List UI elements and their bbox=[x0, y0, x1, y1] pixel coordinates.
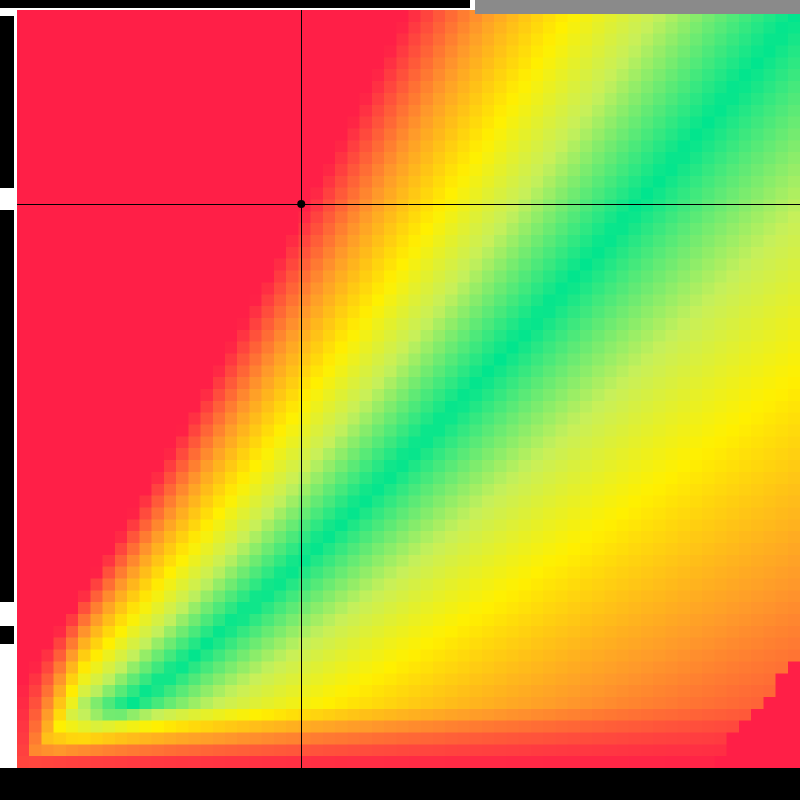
top-left-black-bar-1 bbox=[0, 0, 470, 8]
left-black-bar-upper bbox=[0, 16, 14, 188]
chart-stage bbox=[0, 0, 800, 800]
left-black-bar-mid bbox=[0, 210, 14, 602]
overlay-canvas bbox=[0, 0, 800, 800]
bottom-black-bar bbox=[0, 768, 800, 800]
top-right-gray-bar bbox=[475, 0, 800, 14]
left-black-bar-lower bbox=[0, 626, 14, 644]
